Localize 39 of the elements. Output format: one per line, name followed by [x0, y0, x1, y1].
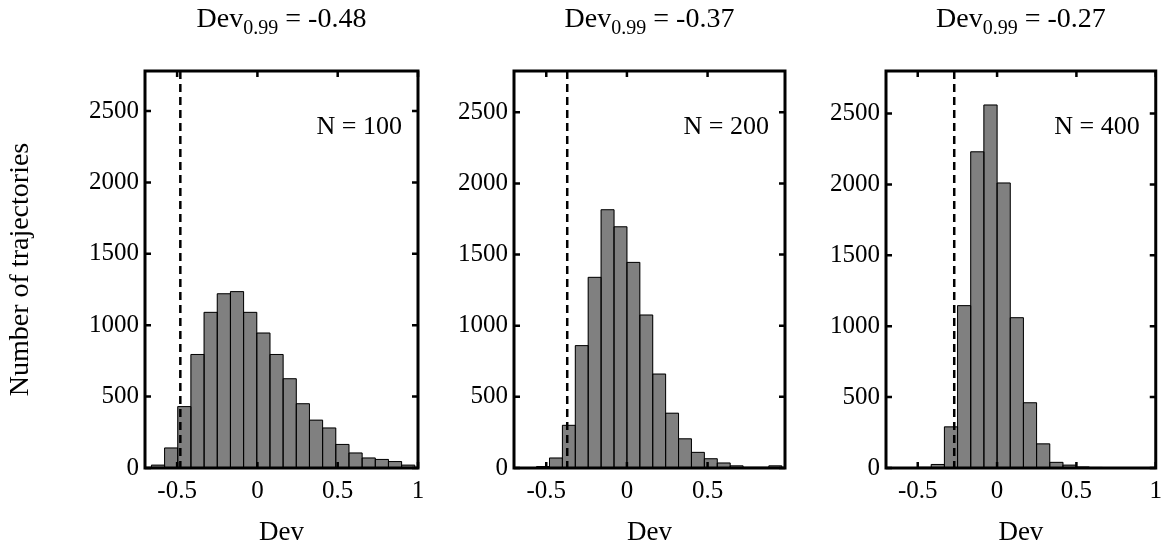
y-tick-label: 1500 [458, 239, 508, 267]
annotation: N = 100 [316, 110, 402, 140]
y-tick-label: 1000 [458, 310, 508, 338]
y-tick-label: 2000 [830, 168, 880, 196]
y-tick-label: 2000 [89, 166, 139, 194]
y-tick-label: 2500 [458, 96, 508, 124]
x-tick-label: 1 [1149, 475, 1162, 503]
y-tick-label: 2500 [89, 95, 139, 123]
annotation: N = 200 [683, 110, 769, 140]
y-tick-label: 1000 [830, 310, 880, 338]
x-axis-title: Dev [627, 515, 673, 546]
y-tick-label: 2500 [830, 98, 880, 126]
y-tick-label: 1000 [89, 309, 139, 337]
y-tick-label: 0 [495, 452, 508, 480]
x-tick-label: 0.5 [691, 475, 724, 503]
chart-title: Dev$_{0.99}$ = -0.27 [935, 2, 1106, 39]
x-axis-title: Dev [259, 515, 305, 546]
x-tick-label: -0.5 [526, 475, 567, 503]
y-tick-label: 0 [867, 452, 880, 480]
y-tick-label: 500 [842, 381, 880, 409]
x-tick-label: 0 [990, 475, 1004, 503]
y-tick-label: 2000 [458, 167, 508, 195]
y-tick-label: 500 [470, 381, 508, 409]
x-tick-label: -0.5 [897, 475, 938, 503]
x-tick-label: 0.5 [1060, 475, 1093, 503]
y-axis-title: Number of trajectories [3, 142, 35, 397]
x-tick-label: 0 [620, 475, 634, 503]
chart-title: Dev$_{0.99}$ = -0.37 [564, 2, 735, 39]
y-tick-label: 0 [126, 452, 139, 480]
x-tick-label: -0.5 [157, 475, 197, 503]
y-tick-label: 1500 [89, 238, 139, 266]
x-tick-label: 0 [251, 475, 264, 503]
y-tick-label: 1500 [830, 239, 880, 267]
x-axis-title: Dev [998, 515, 1044, 546]
annotation: N = 400 [1054, 110, 1140, 140]
x-tick-label: 0.5 [322, 475, 354, 503]
x-tick-label: 1 [411, 475, 425, 503]
chart-title: Dev$_{0.99}$ = -0.48 [196, 2, 367, 39]
y-tick-label: 500 [101, 381, 139, 409]
